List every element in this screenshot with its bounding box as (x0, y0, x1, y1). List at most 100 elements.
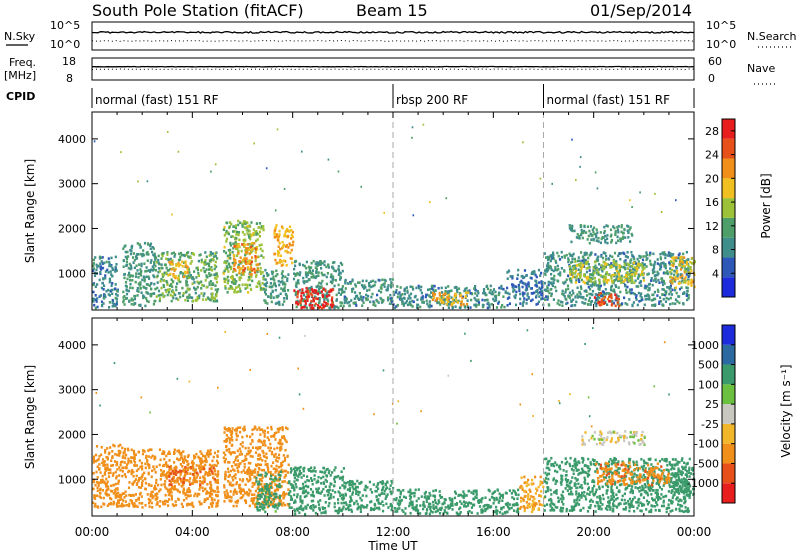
scatter-cell (273, 252, 276, 256)
scatter-cell (438, 294, 441, 297)
scatter-cell (135, 255, 138, 258)
scatter-cell (667, 286, 670, 289)
scatter-cell (549, 264, 552, 268)
scatter-cell (144, 462, 147, 466)
scatter-cell (284, 456, 287, 460)
scatter-cell (155, 465, 158, 468)
scatter-cell (594, 253, 597, 256)
scatter-cell (146, 283, 150, 286)
scatter-cell (630, 258, 633, 261)
scatter-cell (284, 283, 287, 286)
scatter-cell (251, 455, 254, 458)
scatter-cell (296, 295, 299, 299)
scatter-cell (161, 473, 164, 477)
scatter-cell (210, 273, 213, 277)
scatter-cell (328, 290, 331, 294)
scatter-cell (662, 304, 665, 307)
scatter-cell (128, 271, 131, 275)
scatter-cell (153, 468, 156, 471)
scatter-cell (114, 496, 117, 499)
scatter-cell (268, 449, 271, 452)
scatter-cell (398, 291, 401, 294)
scatter-cell (165, 473, 168, 476)
scatter-cell (395, 305, 398, 308)
scatter-cell (283, 437, 286, 440)
scatter-cell (488, 303, 491, 307)
scatter-cell (354, 283, 357, 286)
scatter-cell (669, 252, 672, 256)
scatter-cell (331, 301, 334, 305)
scatter-cell (577, 256, 580, 259)
scatter-cell (129, 248, 132, 252)
scatter-cell (208, 495, 211, 498)
scatter-cell (428, 300, 431, 303)
scatter-cell (604, 295, 607, 299)
scatter-cell (108, 502, 111, 506)
scatter-cell (227, 256, 230, 260)
scatter-cell (302, 298, 305, 301)
scatter-cell (236, 434, 239, 438)
scatter-cell (141, 467, 144, 471)
scatter-cell (110, 459, 113, 462)
scatter-cell (386, 288, 389, 291)
scatter-cell (596, 272, 599, 275)
scatter-cell (292, 486, 295, 489)
scatter-cell (275, 235, 278, 238)
scatter-cell (647, 283, 650, 286)
scatter-cell (284, 259, 287, 263)
scatter-cell (285, 295, 289, 298)
scatter-cell (264, 299, 267, 303)
scatter-cell (256, 457, 260, 461)
scatter-cell (108, 280, 111, 284)
scatter-cell (403, 289, 406, 293)
scatter-cell (209, 473, 212, 476)
scatter-cell (253, 493, 256, 496)
scatter-cell (594, 260, 597, 264)
scatter-cell (321, 470, 324, 474)
scatter-cell (277, 485, 281, 489)
scatter-cell (663, 251, 666, 254)
scatter-cell (256, 473, 259, 477)
scatter-cell (232, 468, 235, 471)
scatter-cell (246, 247, 249, 250)
scatter-cell (165, 280, 168, 283)
scatter-cell (366, 298, 369, 301)
scatter-cell (320, 303, 323, 306)
scatter-cell (503, 305, 506, 309)
scatter-cell (161, 266, 164, 270)
scatter-cell (289, 490, 292, 493)
scatter-cell (669, 290, 672, 294)
scatter-cell (325, 304, 328, 307)
scatter-cell (251, 481, 254, 485)
scatter-cell (212, 466, 215, 470)
scatter-cell (179, 280, 182, 284)
scatter-cell (547, 280, 550, 284)
scatter-cell (195, 276, 198, 279)
scatter-cell (282, 263, 285, 266)
scatter-cell (212, 255, 215, 258)
scatter-cell (145, 269, 149, 273)
scatter-cell (276, 249, 280, 253)
scatter-cell (638, 263, 642, 266)
scatter-cell (316, 292, 319, 295)
scatter-cell (673, 269, 676, 273)
scatter-cell (147, 483, 150, 486)
scatter-cell (595, 298, 598, 302)
scatter-cell (588, 292, 591, 296)
scatter-cell (337, 265, 340, 268)
scatter-cell (237, 243, 240, 247)
scatter-cell (265, 488, 269, 492)
scatter-cell (662, 279, 665, 283)
scatter-cell (449, 300, 452, 304)
scatter-cell (387, 284, 390, 287)
scatter-cell (526, 282, 529, 286)
scatter-cell (187, 255, 190, 258)
scatter-cell (284, 292, 287, 296)
scatter-cell (289, 251, 292, 255)
scatter-cell (535, 280, 538, 283)
scatter-cell (624, 259, 627, 262)
scatter-cell (108, 260, 111, 264)
scatter-cell (150, 501, 153, 505)
scatter-cell (236, 254, 239, 257)
scatter-cell (590, 234, 593, 238)
